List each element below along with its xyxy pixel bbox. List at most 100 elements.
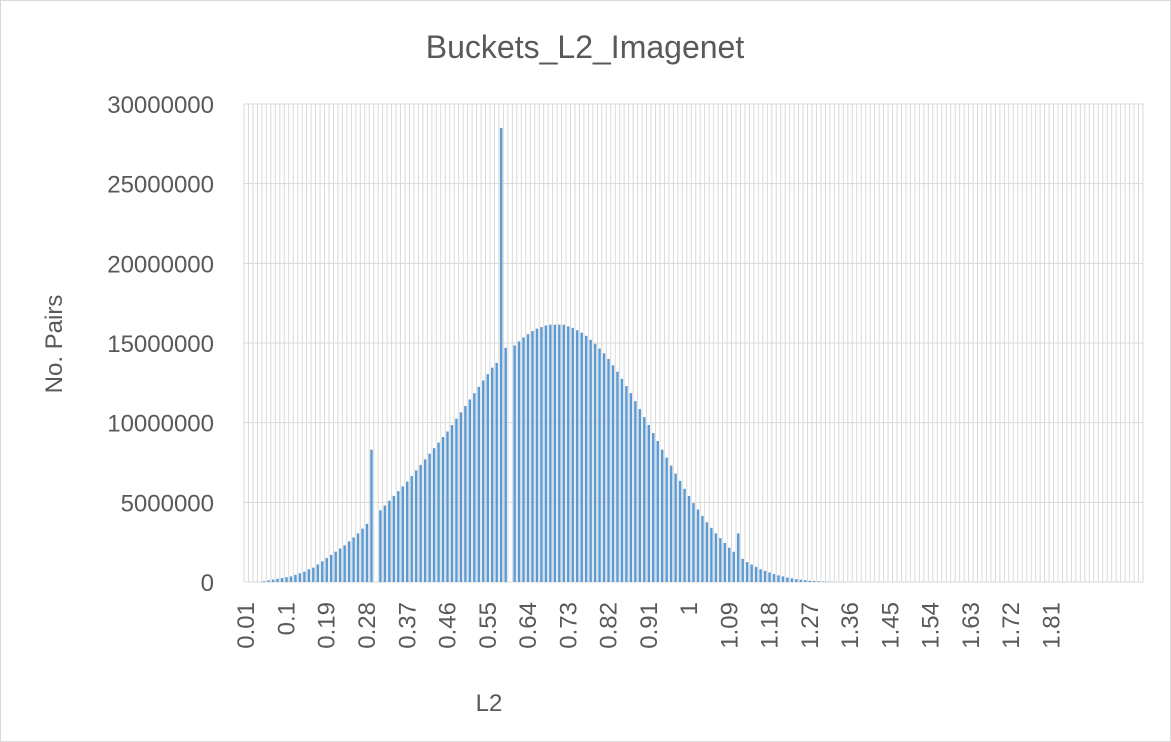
bar	[459, 412, 463, 582]
bar	[468, 399, 472, 582]
bar	[620, 378, 624, 582]
y-tick-label: 5000000	[121, 490, 214, 517]
bar	[267, 580, 270, 582]
bar	[414, 470, 418, 582]
bar	[808, 580, 812, 582]
bar	[343, 545, 346, 582]
bar	[410, 476, 413, 582]
bar	[634, 401, 637, 582]
x-tick-label: 1.18	[757, 602, 784, 649]
bar	[781, 576, 785, 582]
bar	[786, 577, 789, 582]
bar	[338, 548, 342, 582]
bar	[307, 569, 311, 582]
bar	[714, 533, 718, 582]
x-tick-label: 1.81	[1038, 602, 1065, 649]
bar	[602, 353, 606, 582]
bar	[562, 324, 566, 582]
bar	[669, 465, 673, 582]
bar	[772, 574, 776, 582]
bars-group	[262, 127, 861, 583]
bar	[759, 569, 762, 582]
bar	[804, 580, 807, 582]
bar	[289, 576, 293, 582]
y-tick-label: 10000000	[107, 411, 214, 438]
bar	[692, 503, 695, 582]
x-tick-label: 0.82	[596, 602, 623, 649]
bar	[719, 538, 722, 582]
bar	[593, 343, 597, 582]
bar	[763, 570, 767, 582]
x-tick-label: 0.46	[435, 602, 462, 649]
bar	[406, 481, 409, 582]
bar	[321, 561, 324, 582]
bar	[652, 433, 655, 582]
bar	[526, 334, 530, 582]
bar	[285, 577, 288, 582]
bar	[741, 558, 744, 582]
bar	[616, 371, 619, 582]
bar	[329, 554, 333, 582]
bar	[732, 551, 735, 582]
bar	[647, 425, 651, 582]
bar	[271, 579, 275, 582]
x-tick-label: 0.19	[314, 602, 341, 649]
bar	[553, 324, 557, 582]
bar	[482, 380, 485, 582]
bar	[540, 327, 543, 582]
bar	[531, 331, 534, 582]
bar	[473, 393, 476, 582]
bar	[701, 515, 704, 582]
bar	[446, 431, 449, 582]
bar	[437, 442, 440, 582]
x-tick-label: 1.27	[797, 602, 824, 649]
x-axis-label: L2	[476, 690, 503, 717]
y-tick-labels: 0 5000000 10000000 15000000 20000000 25000000…	[107, 92, 214, 597]
bar	[392, 495, 396, 582]
x-tick-label: 0.73	[555, 602, 582, 649]
bar	[432, 448, 436, 582]
bar	[629, 393, 633, 582]
bar	[361, 528, 364, 582]
bar	[795, 579, 798, 582]
bar	[347, 541, 351, 582]
x-tick-label: 1.45	[877, 602, 904, 649]
bar	[660, 449, 664, 582]
bar	[580, 332, 583, 582]
bar	[625, 386, 628, 582]
bar	[723, 542, 727, 582]
bar	[598, 348, 601, 582]
x-tick-label: 0.55	[475, 602, 502, 649]
bar	[370, 449, 373, 582]
bar	[589, 339, 592, 582]
bar	[356, 533, 360, 582]
bar	[383, 505, 387, 582]
bar	[477, 386, 481, 582]
x-tick-label: 1.72	[998, 602, 1025, 649]
x-tick-label: 0.64	[515, 602, 542, 649]
bar	[262, 581, 266, 582]
bar	[607, 358, 610, 582]
x-tick-label: 1.63	[958, 602, 985, 649]
bar	[705, 522, 709, 582]
bar	[544, 325, 548, 582]
bar	[423, 459, 427, 582]
bar	[419, 464, 422, 582]
bar	[379, 510, 382, 582]
y-axis-label: No. Pairs	[41, 295, 68, 394]
x-tick-label: 1	[676, 602, 703, 615]
x-tick-label: 1.09	[716, 602, 743, 649]
bar	[352, 537, 355, 582]
bar	[584, 335, 588, 582]
bar	[638, 409, 642, 582]
x-tick-label: 0.28	[354, 602, 381, 649]
bar	[736, 533, 740, 582]
bar	[813, 581, 816, 582]
y-tick-label: 30000000	[107, 92, 214, 119]
bar	[710, 527, 713, 582]
bar	[294, 574, 297, 582]
bar	[441, 437, 445, 582]
bar	[303, 571, 306, 582]
bar	[388, 500, 391, 582]
